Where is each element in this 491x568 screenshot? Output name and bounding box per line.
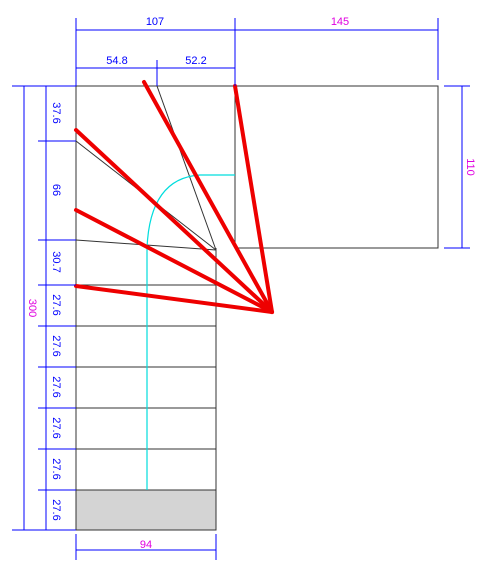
dim-label: 94	[140, 539, 152, 551]
dim-label: 52.2	[185, 55, 206, 67]
dimension-labels: 107 145 54.8 52.2 110 300 37.6 66 30.7 2…	[26, 16, 476, 551]
dim-label: 27.6	[50, 417, 62, 438]
dim-label: 107	[146, 16, 164, 28]
dim-label: 145	[331, 16, 349, 28]
dim-label: 27.6	[50, 294, 62, 315]
dim-label: 27.6	[50, 376, 62, 397]
dim-label: 37.6	[50, 102, 62, 123]
last-step	[75, 489, 217, 531]
construction-lines	[74, 80, 274, 314]
dim-label: 27.6	[50, 499, 62, 520]
dim-label: 110	[464, 158, 476, 176]
dim-label: 27.6	[50, 335, 62, 356]
dim-label: 54.8	[106, 55, 127, 67]
dimension-lines	[12, 18, 470, 560]
dim-label: 300	[26, 299, 38, 317]
dim-label: 66	[50, 184, 62, 196]
dim-label: 30.7	[50, 251, 62, 272]
dim-label: 27.6	[50, 458, 62, 479]
